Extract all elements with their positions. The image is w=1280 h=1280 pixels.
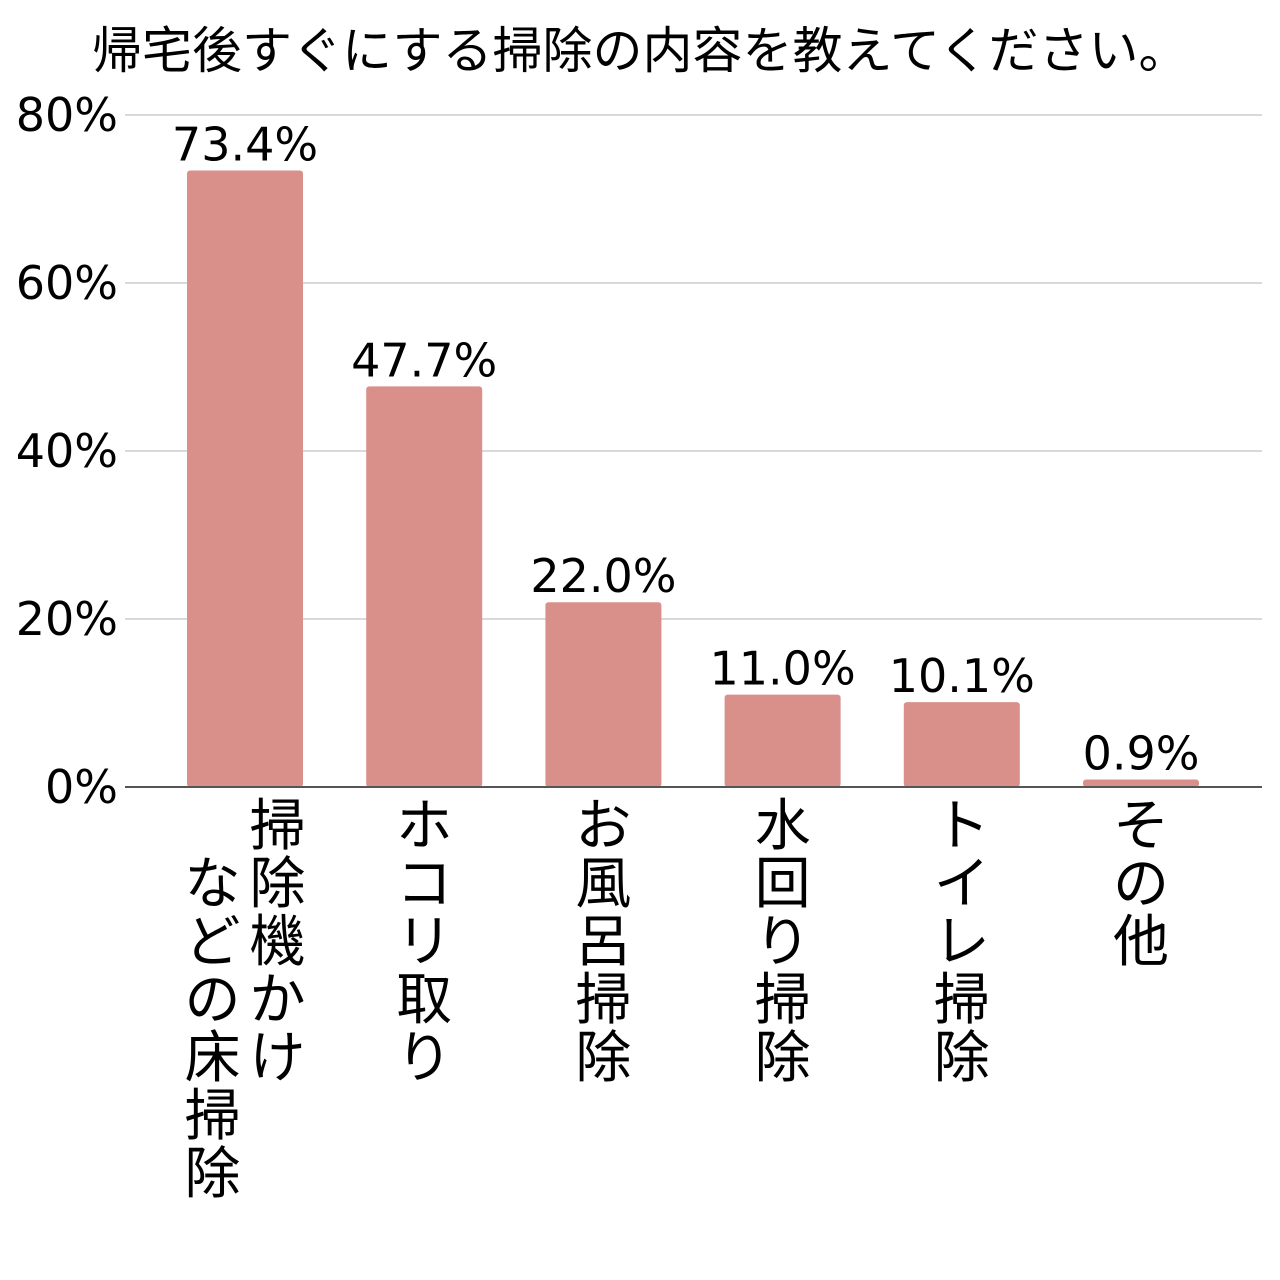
- category-char: そ: [1113, 794, 1169, 859]
- bar: [545, 602, 662, 787]
- category-char: ど: [185, 910, 241, 975]
- category-char: け: [250, 1026, 306, 1091]
- bar: [724, 694, 841, 787]
- y-tick-label: 20%: [16, 592, 118, 646]
- category-char: 掃: [185, 1084, 241, 1149]
- y-tick-label: 80%: [16, 88, 118, 142]
- category-char: の: [185, 968, 241, 1033]
- category-char: 除: [185, 1142, 241, 1207]
- grid-lines: [125, 114, 1262, 620]
- value-label: 11.0%: [710, 642, 856, 696]
- category-char: 除: [934, 1026, 990, 1091]
- category-char: 掃: [755, 968, 811, 1033]
- category-char: ホ: [396, 794, 452, 859]
- value-label: 0.9%: [1083, 726, 1200, 780]
- category-char: 取: [396, 968, 452, 1033]
- category-char: 風: [575, 852, 631, 917]
- bar: [366, 386, 483, 787]
- category-char: 水: [755, 794, 811, 859]
- category-char: 呂: [575, 910, 631, 975]
- category-char: リ: [396, 910, 452, 975]
- category-char: レ: [934, 910, 990, 975]
- category-char: 除: [755, 1026, 811, 1091]
- category-char: 掃: [250, 794, 306, 859]
- category-char: 他: [1113, 910, 1169, 975]
- bar: [903, 702, 1020, 787]
- value-label: 10.1%: [889, 649, 1035, 703]
- bar: [1083, 779, 1199, 787]
- value-label: 22.0%: [530, 549, 676, 603]
- y-tick-label: 0%: [45, 760, 118, 814]
- value-labels: 73.4% 47.7% 22.0% 11.0% 10.1% 0.9%: [172, 117, 1200, 780]
- category-char: り: [396, 1026, 452, 1091]
- y-axis-ticks: 0% 20% 40% 60% 80%: [16, 88, 118, 814]
- category-char: な: [185, 852, 241, 917]
- category-char: か: [250, 968, 306, 1033]
- category-char: 除: [250, 852, 306, 917]
- category-char: 機: [250, 910, 306, 975]
- category-char: 掃: [934, 968, 990, 1033]
- category-char: 掃: [575, 968, 631, 1033]
- category-char: イ: [934, 852, 990, 917]
- y-tick-label: 40%: [16, 424, 118, 478]
- category-char: の: [1113, 852, 1169, 917]
- category-char: 回: [755, 852, 811, 917]
- bar: [187, 170, 303, 787]
- y-tick-label: 60%: [16, 256, 118, 310]
- category-char: ト: [934, 794, 990, 859]
- value-label: 47.7%: [351, 333, 497, 387]
- category-label: その他: [1113, 794, 1169, 975]
- value-label: 73.4%: [172, 117, 318, 171]
- category-char: り: [755, 910, 811, 975]
- category-char: コ: [396, 852, 452, 917]
- chart-title: 帰宅後すぐにする掃除の内容を教えてください。: [92, 22, 1189, 80]
- category-char: 床: [185, 1026, 241, 1091]
- category-char: お: [575, 794, 631, 859]
- bars: [187, 170, 1199, 787]
- category-char: 除: [575, 1026, 631, 1091]
